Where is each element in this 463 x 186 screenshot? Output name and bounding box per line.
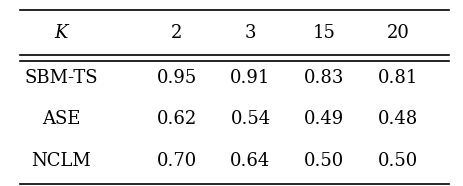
Text: 0.62: 0.62 <box>156 110 196 128</box>
Text: 15: 15 <box>312 24 335 41</box>
Text: 20: 20 <box>386 24 408 41</box>
Text: 0.64: 0.64 <box>230 152 270 170</box>
Text: 0.54: 0.54 <box>230 110 270 128</box>
Text: 3: 3 <box>244 24 256 41</box>
Text: 0.70: 0.70 <box>156 152 196 170</box>
Text: 0.95: 0.95 <box>156 69 196 87</box>
Text: 0.49: 0.49 <box>303 110 344 128</box>
Text: 0.81: 0.81 <box>377 69 417 87</box>
Text: ASE: ASE <box>42 110 81 128</box>
Text: 0.50: 0.50 <box>303 152 344 170</box>
Text: 0.48: 0.48 <box>377 110 417 128</box>
Text: SBM-TS: SBM-TS <box>25 69 98 87</box>
Text: 0.83: 0.83 <box>303 69 344 87</box>
Text: 0.91: 0.91 <box>230 69 270 87</box>
Text: 0.50: 0.50 <box>377 152 417 170</box>
Text: NCLM: NCLM <box>31 152 91 170</box>
Text: K: K <box>55 24 68 41</box>
Text: 2: 2 <box>170 24 182 41</box>
